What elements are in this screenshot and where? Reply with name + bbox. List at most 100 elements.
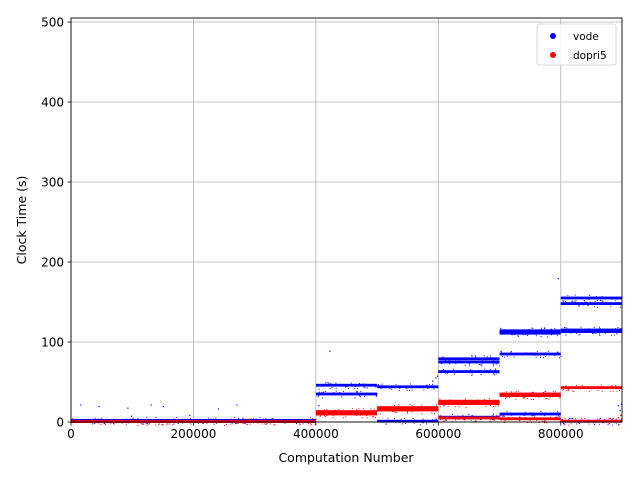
data-point — [523, 396, 525, 398]
data-point — [611, 330, 613, 332]
data-point — [466, 361, 468, 363]
data-point — [189, 422, 190, 424]
data-point — [553, 391, 555, 393]
data-point — [602, 422, 603, 424]
data-point — [529, 412, 531, 414]
data-point — [442, 417, 444, 419]
data-point — [589, 301, 591, 303]
data-point — [135, 419, 137, 421]
x-tick-label: 400000 — [293, 427, 339, 441]
data-point — [492, 373, 494, 375]
data-point — [218, 420, 220, 422]
data-point — [564, 301, 566, 303]
data-point — [575, 329, 577, 331]
data-point — [616, 328, 618, 330]
data-point — [177, 418, 179, 420]
data-point — [597, 389, 599, 391]
data-point — [530, 352, 532, 354]
data-point — [100, 423, 102, 425]
data-point — [311, 424, 313, 426]
data-point — [439, 403, 441, 405]
data-point — [597, 418, 599, 420]
data-point — [331, 411, 333, 413]
data-point — [541, 329, 543, 330]
data-point — [620, 420, 621, 422]
data-point — [609, 418, 611, 419]
data-point — [573, 301, 575, 303]
data-point — [172, 424, 174, 426]
data-point — [161, 424, 163, 426]
data-point — [325, 391, 327, 393]
data-point — [452, 413, 453, 415]
data-point — [567, 389, 569, 390]
data-point — [358, 395, 360, 397]
data-point — [351, 385, 353, 387]
data-point — [492, 359, 494, 361]
data-point — [387, 417, 389, 419]
data-point — [545, 390, 547, 392]
data-point — [345, 386, 347, 388]
data-point — [575, 384, 577, 386]
data-point — [497, 359, 499, 361]
data-point — [536, 351, 538, 353]
outlier-point — [432, 380, 434, 382]
data-point — [574, 387, 576, 389]
data-point — [487, 401, 489, 403]
data-point — [554, 352, 556, 354]
data-point — [544, 391, 546, 393]
data-point — [366, 387, 368, 389]
data-point — [443, 371, 445, 373]
data-point — [599, 418, 601, 420]
data-point — [604, 418, 606, 420]
data-point — [433, 424, 435, 426]
data-point — [364, 383, 366, 385]
data-point — [482, 402, 484, 404]
outlier-point — [619, 410, 621, 412]
series-vode-band — [377, 383, 439, 391]
data-point — [92, 418, 94, 420]
data-point — [158, 419, 160, 421]
data-point — [492, 406, 494, 408]
data-point — [475, 420, 477, 422]
data-point — [569, 332, 571, 334]
data-point — [521, 394, 523, 396]
data-point — [369, 411, 371, 413]
data-point — [540, 413, 542, 415]
data-point — [327, 382, 329, 383]
data-point — [532, 415, 534, 416]
data-point — [94, 417, 96, 419]
data-point — [608, 302, 610, 304]
data-point — [493, 364, 495, 366]
data-point — [396, 386, 398, 387]
data-point — [366, 415, 368, 417]
data-point — [601, 391, 603, 393]
data-point — [319, 384, 321, 385]
data-point — [591, 388, 593, 390]
data-point — [336, 410, 338, 412]
data-point — [291, 419, 293, 421]
data-point — [314, 422, 316, 424]
data-point — [451, 371, 453, 373]
data-point — [385, 387, 387, 389]
data-point — [527, 417, 529, 419]
data-point — [489, 355, 491, 357]
data-point — [598, 333, 600, 335]
data-point — [475, 371, 477, 373]
data-point — [604, 297, 606, 299]
data-point — [273, 424, 275, 426]
data-point — [427, 406, 429, 408]
data-point — [571, 329, 573, 331]
data-point — [247, 423, 249, 425]
data-point — [235, 422, 237, 424]
data-point — [500, 414, 502, 416]
data-point — [489, 405, 491, 407]
data-point — [413, 422, 415, 424]
data-point — [483, 403, 485, 405]
data-point — [465, 370, 467, 372]
data-point — [601, 329, 603, 331]
data-point — [234, 423, 236, 425]
data-point — [448, 359, 450, 361]
data-point — [599, 334, 601, 336]
data-point — [534, 352, 536, 354]
